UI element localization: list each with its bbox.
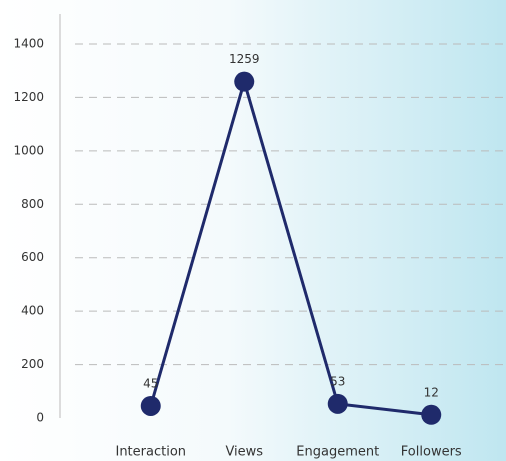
x-tick-label: Engagement (296, 445, 379, 460)
y-tick-label: 1400 (13, 37, 44, 51)
y-tick-label: 800 (21, 197, 44, 211)
marker (234, 71, 255, 92)
data-label: 1259 (229, 52, 260, 66)
marker (327, 393, 348, 414)
x-tick-label: Views (225, 445, 263, 460)
marker (421, 404, 442, 425)
marker (140, 395, 161, 416)
data-label: 45 (143, 376, 158, 390)
line (149, 76, 432, 417)
data-label: 12 (424, 385, 439, 399)
data-label: 53 (330, 374, 345, 388)
y-tick-label: 200 (21, 357, 44, 371)
y-tick-label: 400 (21, 304, 44, 318)
y-tick-label: 1200 (13, 90, 44, 104)
x-tick-label: Interaction (115, 445, 186, 460)
y-tick-label: 1000 (13, 143, 44, 157)
y-tick-label: 0 (36, 411, 44, 425)
y-tick-label: 600 (21, 250, 44, 264)
x-tick-label: Followers (401, 445, 462, 460)
